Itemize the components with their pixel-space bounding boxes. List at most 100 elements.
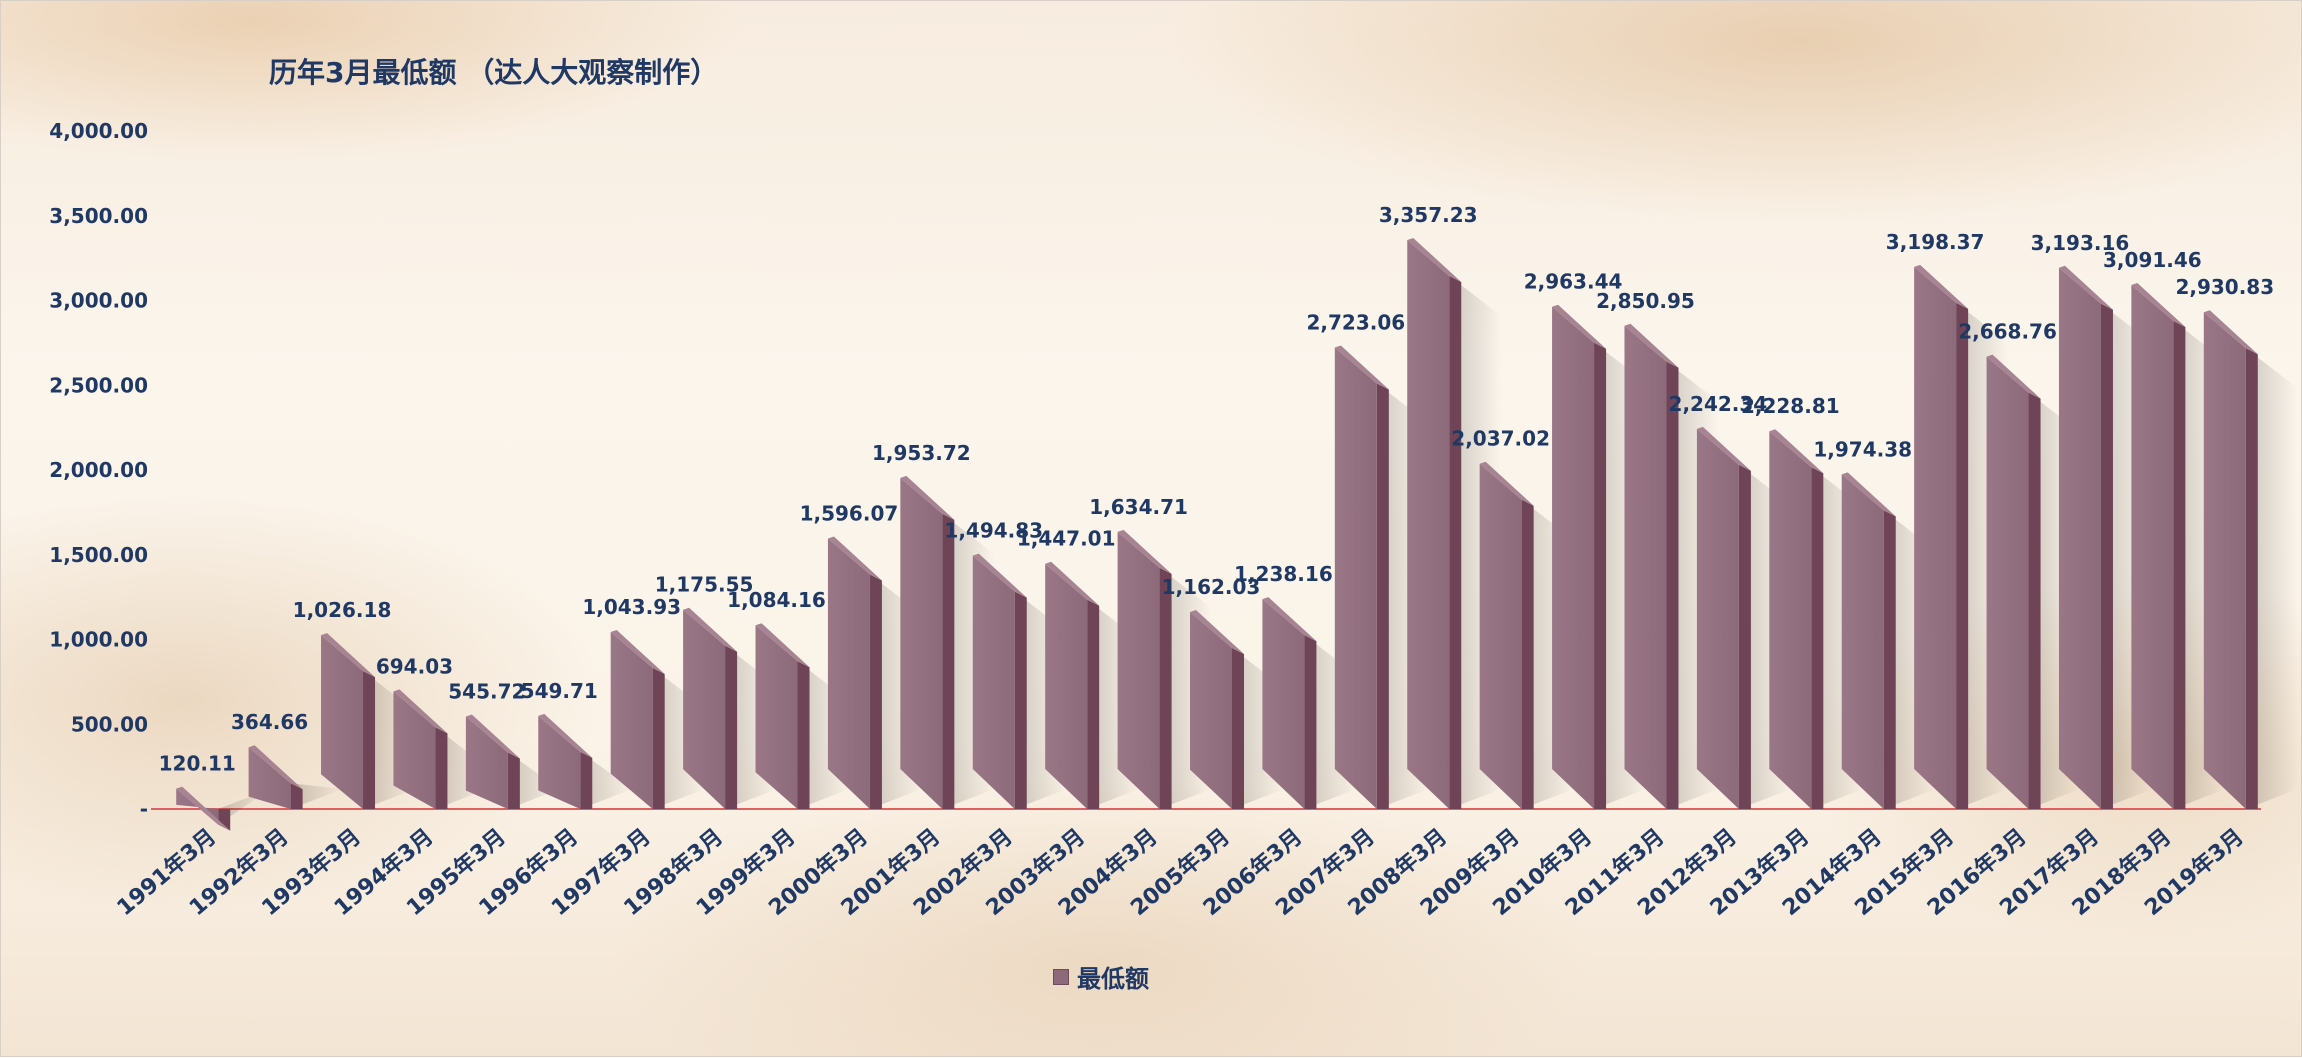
bar-side xyxy=(2245,348,2258,809)
data-label: 1,162.03 xyxy=(1162,575,1261,599)
bar xyxy=(1190,612,1232,809)
data-label: 2,723.06 xyxy=(1306,310,1405,334)
bar xyxy=(1914,266,1957,809)
bar-top xyxy=(827,536,882,581)
data-label: 1,447.01 xyxy=(1017,527,1116,551)
y-tick-label: 4,000.00 xyxy=(49,119,148,143)
data-label: 3,357.23 xyxy=(1379,203,1478,227)
data-label: 1,634.71 xyxy=(1089,495,1188,519)
bar-shadow xyxy=(507,752,560,809)
data-label: 1,596.07 xyxy=(800,501,899,525)
data-label: 120.11 xyxy=(159,752,236,776)
bar xyxy=(2131,284,2174,809)
data-label: 545.72 xyxy=(448,680,525,704)
bar-top xyxy=(248,745,303,790)
bar-top xyxy=(683,607,738,652)
bar xyxy=(972,555,1015,809)
data-label: 1,238.16 xyxy=(1234,562,1333,586)
data-label: 2,242.34 xyxy=(1669,392,1768,416)
bar-top xyxy=(1841,472,1896,517)
y-tick-label: 3,500.00 xyxy=(49,204,148,228)
bar-top xyxy=(1769,429,1824,474)
bar xyxy=(1407,239,1450,809)
bar-top xyxy=(972,553,1027,598)
bar xyxy=(393,691,436,809)
bar-side xyxy=(2173,320,2186,809)
data-label: 3,091.46 xyxy=(2103,248,2202,272)
bar-side xyxy=(507,752,520,809)
bar xyxy=(2058,267,2101,809)
bar-top xyxy=(1407,237,1462,282)
legend: 最低额 xyxy=(1053,959,1149,994)
y-tick-label: 1,000.00 xyxy=(49,628,148,652)
bar-top xyxy=(2203,310,2258,355)
bar xyxy=(1334,347,1377,809)
data-label: 1,026.18 xyxy=(293,598,392,622)
bar xyxy=(248,747,291,809)
bar-side xyxy=(2100,303,2113,809)
data-label: 2,850.95 xyxy=(1596,289,1695,313)
bar-side xyxy=(942,513,955,809)
bar-top xyxy=(538,713,593,758)
data-label: 1,953.72 xyxy=(872,441,971,465)
bar-side xyxy=(1449,275,1462,809)
bar-top xyxy=(465,714,520,759)
bar-side xyxy=(869,574,882,809)
bar-side xyxy=(1666,361,1679,809)
bar-side xyxy=(435,727,448,809)
bar-side xyxy=(1883,510,1896,809)
data-label: 2,037.02 xyxy=(1451,427,1550,451)
bar-side xyxy=(290,783,303,809)
bar-shadow xyxy=(580,751,633,809)
y-tick-label: 1,500.00 xyxy=(49,543,148,567)
y-tick-label: 500.00 xyxy=(71,712,148,736)
bar-side xyxy=(1738,464,1751,809)
legend-swatch xyxy=(1053,968,1069,985)
data-label: 1,974.38 xyxy=(1813,437,1912,461)
bar-side xyxy=(1014,591,1027,809)
bar xyxy=(538,715,581,809)
data-label: 1,084.16 xyxy=(727,588,826,612)
bar-top xyxy=(321,633,376,678)
data-label: 2,963.44 xyxy=(1524,270,1623,294)
bar-top xyxy=(393,689,448,734)
data-label: 1,494.83 xyxy=(944,519,1043,543)
bar-side xyxy=(363,671,376,809)
bar xyxy=(1696,428,1739,809)
bar xyxy=(683,609,726,809)
bar-shadow xyxy=(290,783,343,809)
bar-top xyxy=(1986,354,2041,399)
bar xyxy=(755,625,798,809)
data-label: 2,228.81 xyxy=(1741,394,1840,418)
bar xyxy=(827,538,870,809)
bar-top xyxy=(755,623,810,668)
chart-title: 历年3月最低额 （达人大观察制作） xyxy=(269,56,719,89)
bar-side xyxy=(1087,599,1100,809)
bar-top xyxy=(1696,426,1751,471)
data-label: 549.71 xyxy=(521,679,598,703)
bar xyxy=(610,632,653,809)
bar-top xyxy=(1262,597,1317,642)
data-label: 2,668.76 xyxy=(1958,320,2057,344)
y-tick-label: 2,000.00 xyxy=(49,458,148,482)
bar-side xyxy=(1521,499,1534,809)
data-label: 3,193.16 xyxy=(2031,231,2130,255)
bar-top xyxy=(2058,265,2113,310)
bar-side xyxy=(1956,302,1969,809)
y-tick-label: - xyxy=(140,797,148,821)
bar-top xyxy=(1624,323,1679,368)
data-label: 1,043.93 xyxy=(582,595,681,619)
y-tick-label: 2,500.00 xyxy=(49,373,148,397)
bar-side xyxy=(1159,567,1172,809)
data-label: 364.66 xyxy=(231,710,308,734)
bar-side xyxy=(652,668,665,809)
bar-side xyxy=(1304,635,1317,809)
bar xyxy=(1479,463,1522,809)
bar-top xyxy=(1479,461,1534,506)
bar-side xyxy=(797,661,810,809)
bar-shadow xyxy=(218,789,271,825)
bar xyxy=(900,477,943,809)
bar-side xyxy=(580,751,593,809)
